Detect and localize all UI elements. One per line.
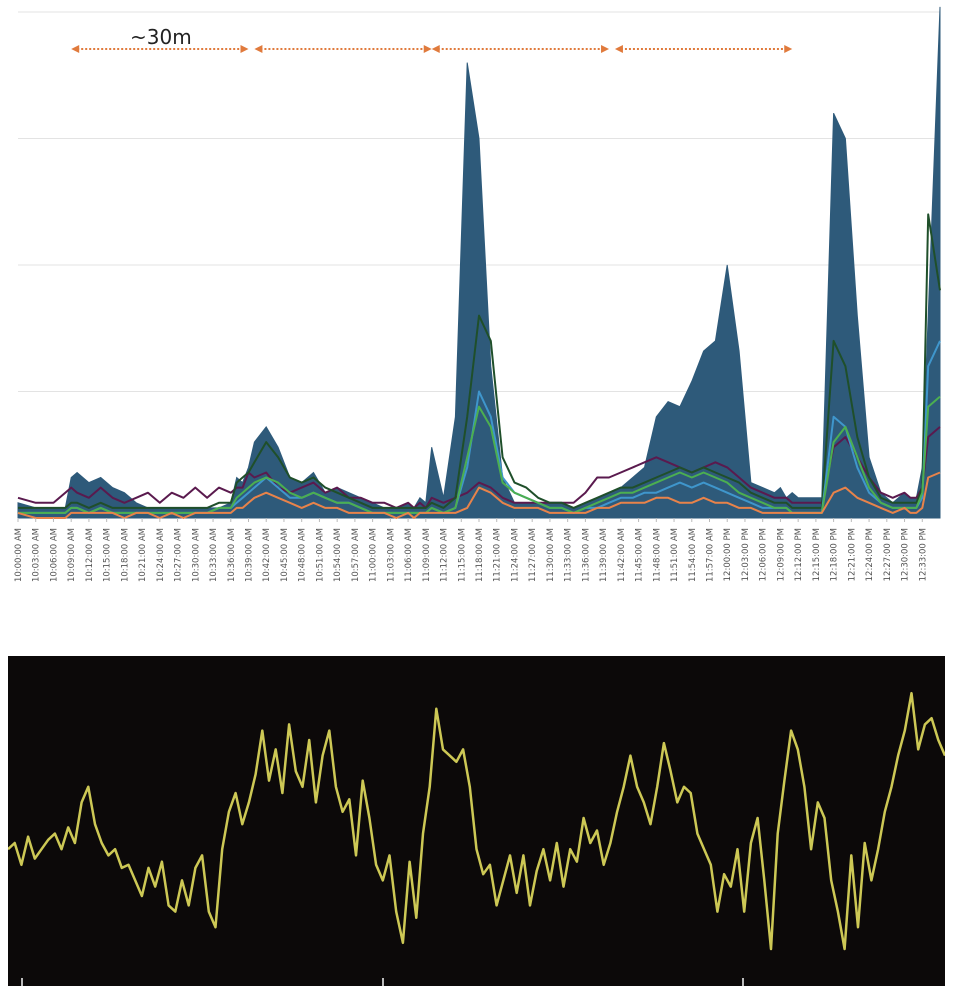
annotation-arrow xyxy=(71,45,249,53)
x-tick-label: 11:45:00 AM xyxy=(635,528,645,582)
x-tick-label: 10:54:00 AM xyxy=(333,528,343,582)
x-tick-label: 10:51:00 AM xyxy=(315,528,325,582)
x-tick-label: 12:09:00 PM xyxy=(776,528,786,581)
x-tick-label: 12:27:00 PM xyxy=(883,528,893,581)
bottom-line-chart xyxy=(8,691,945,986)
x-tick-label: 12:03:00 PM xyxy=(741,528,751,581)
x-tick-label: 11:03:00 AM xyxy=(386,528,396,582)
top-area-chart: 10:00:00 AM 10:03:00 AM 10:06:00 AM 10:09:0… xyxy=(14,6,941,582)
chart-series-group xyxy=(17,6,941,519)
x-tick-label: 12:21:00 PM xyxy=(847,528,857,581)
x-tick-label: 10:45:00 AM xyxy=(280,528,290,582)
x-tick-label: 11:24:00 AM xyxy=(510,528,520,582)
x-tick-label: 12:18:00 PM xyxy=(830,528,840,581)
bottom-chart-panel xyxy=(8,656,945,986)
x-tick-label: 11:15:00 AM xyxy=(457,528,467,582)
x-tick-label: 11:33:00 AM xyxy=(564,528,574,582)
annotation-label: ~30m xyxy=(130,25,192,49)
x-axis: 10:00:00 AM 10:03:00 AM 10:06:00 AM 10:09:0… xyxy=(14,518,928,582)
series-line-5 xyxy=(17,471,941,519)
x-tick-label: 10:06:00 AM xyxy=(49,528,59,582)
x-tick-label: 10:36:00 AM xyxy=(227,528,237,582)
annotation-arrow xyxy=(614,45,793,53)
x-tick-label: 11:18:00 AM xyxy=(475,528,485,582)
x-tick-label: 10:39:00 AM xyxy=(245,528,255,582)
x-tick-label: 12:12:00 PM xyxy=(794,528,804,581)
x-tick-label: 11:42:00 AM xyxy=(617,528,627,582)
x-tick-label: 10:57:00 AM xyxy=(351,528,361,582)
annotation-arrow xyxy=(431,45,610,53)
x-tick-label: 11:51:00 AM xyxy=(670,528,680,582)
x-tick-label: 11:21:00 AM xyxy=(493,528,503,582)
bottom-series-group xyxy=(8,691,945,951)
x-tick-label: 11:39:00 AM xyxy=(599,528,609,582)
x-tick-label: 10:30:00 AM xyxy=(191,528,201,582)
x-tick-label: 12:15:00 PM xyxy=(812,528,822,581)
x-tick-label: 10:48:00 AM xyxy=(298,528,308,582)
x-tick-label: 10:27:00 AM xyxy=(174,528,184,582)
x-tick-label: 11:57:00 AM xyxy=(706,528,716,582)
x-tick-label: 11:36:00 AM xyxy=(581,528,591,582)
x-tick-label: 12:33:00 PM xyxy=(918,528,928,581)
x-tick-label: 11:06:00 AM xyxy=(404,528,414,582)
x-tick-label: 10:03:00 AM xyxy=(32,528,42,582)
series-area-0 xyxy=(17,6,941,519)
x-tick-label: 10:18:00 AM xyxy=(120,528,130,582)
x-tick-label: 11:27:00 AM xyxy=(528,528,538,582)
x-tick-label: 10:24:00 AM xyxy=(156,528,166,582)
x-tick-label: 12:30:00 PM xyxy=(901,528,911,581)
series-line-2 xyxy=(18,213,941,509)
x-tick-label: 10:15:00 AM xyxy=(103,528,113,582)
x-tick-label: 10:33:00 AM xyxy=(209,528,219,582)
x-tick-label: 11:30:00 AM xyxy=(546,528,556,582)
x-tick-label: 10:21:00 AM xyxy=(138,528,148,582)
x-tick-label: 10:12:00 AM xyxy=(85,528,95,582)
x-tick-label: 10:00:00 AM xyxy=(14,528,24,582)
x-tick-label: 11:54:00 AM xyxy=(688,528,698,582)
x-tick-label: 10:42:00 AM xyxy=(262,528,272,582)
x-tick-label: 12:06:00 PM xyxy=(759,528,769,581)
series-line xyxy=(8,691,945,951)
x-tick-label: 10:09:00 AM xyxy=(67,528,77,582)
annotation-arrow xyxy=(254,45,432,53)
x-tick-label: 12:00:00 PM xyxy=(723,528,733,581)
x-tick-label: 11:09:00 AM xyxy=(422,528,432,582)
series-line-1 xyxy=(17,426,941,509)
x-tick-label: 11:00:00 AM xyxy=(369,528,379,582)
x-tick-label: 12:24:00 PM xyxy=(865,528,875,581)
x-tick-label: 11:12:00 AM xyxy=(440,528,450,582)
bottom-axis-ticks xyxy=(21,978,744,986)
duration-annotation: ~30m xyxy=(71,25,793,53)
x-tick-label: 11:48:00 AM xyxy=(652,528,662,582)
